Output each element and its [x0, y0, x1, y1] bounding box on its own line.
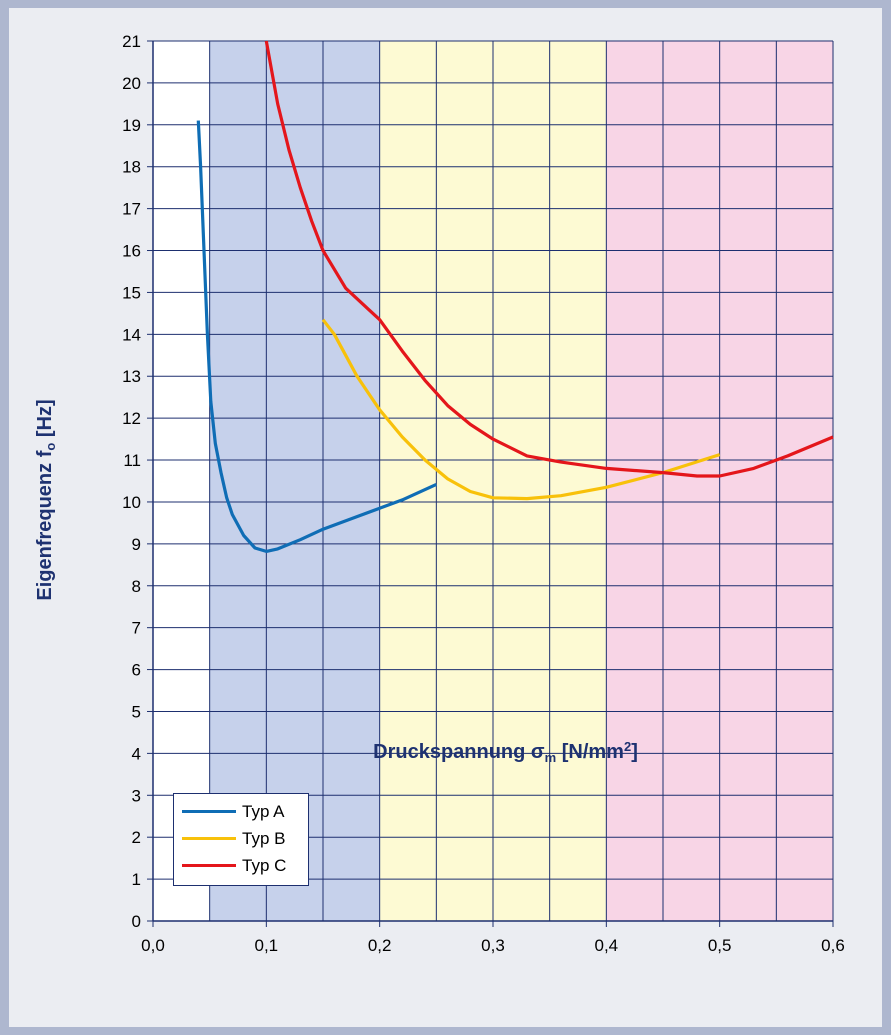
- series-line-typ-c: [264, 40, 834, 478]
- y-tick-label-13: 13: [122, 367, 141, 386]
- x-tick-label-0,4: 0,4: [595, 936, 619, 955]
- y-tick-label-6: 6: [132, 661, 141, 680]
- band-0: [209, 41, 380, 921]
- y-tick-label-12: 12: [122, 409, 141, 428]
- x-tick-label-0,3: 0,3: [481, 936, 505, 955]
- y-tick-label-9: 9: [132, 535, 141, 554]
- y-tick-label-2: 2: [132, 828, 141, 847]
- y-axis-label-text: Eigenfrequenz f: [34, 450, 56, 601]
- x-axis-label-unit-post: ]: [631, 741, 638, 763]
- y-axis-label-unit: [Hz]: [34, 399, 56, 443]
- x-axis-label: Druckspannung σm [N/mm2]: [69, 739, 891, 765]
- y-tick-label-17: 17: [122, 200, 141, 219]
- y-tick-label-7: 7: [132, 619, 141, 638]
- legend-item-typ-b: Typ B: [182, 825, 308, 852]
- legend-swatch-typ-a: [182, 810, 236, 813]
- y-tick-label-11: 11: [123, 451, 141, 470]
- legend-label-typ-b: Typ B: [242, 828, 286, 848]
- y-tick-label-10: 10: [122, 493, 141, 512]
- y-tick-label-15: 15: [122, 283, 141, 302]
- legend: Typ A Typ B Typ C: [173, 793, 309, 886]
- y-tick-label-8: 8: [132, 577, 141, 596]
- y-tick-label-1: 1: [132, 870, 141, 889]
- y-tick-label-0: 0: [132, 912, 141, 931]
- x-tick-label-0,0: 0,0: [141, 936, 165, 955]
- legend-swatch-typ-b: [182, 837, 236, 840]
- x-axis-label-unit-pre: [N/mm: [556, 741, 624, 763]
- x-axis-label-superscript: 2: [623, 739, 632, 754]
- x-axis-label-subscript: m: [544, 750, 557, 765]
- x-tick-label-0,2: 0,2: [368, 936, 392, 955]
- legend-item-typ-a: Typ A: [182, 798, 308, 825]
- y-tick-label-20: 20: [122, 74, 141, 93]
- legend-label-typ-a: Typ A: [242, 801, 285, 821]
- legend-label-typ-c: Typ C: [242, 855, 287, 875]
- chart-frame: 0 1 2 3 4 5 6 7 8 9 10 11 12 13 14 15 16 17 18 19 20 21 0,0 0,1…: [9, 8, 882, 1027]
- x-tick-label-0,6: 0,6: [821, 936, 845, 955]
- y-tick-label-5: 5: [132, 702, 141, 721]
- legend-swatch-typ-c: [182, 864, 236, 867]
- x-tick-label-0,1: 0,1: [255, 936, 279, 955]
- series-line-typ-b: [321, 318, 721, 501]
- y-tick-label-14: 14: [122, 325, 141, 344]
- legend-item-typ-c: Typ C: [182, 852, 308, 879]
- y-tick-label-21: 21: [122, 32, 141, 51]
- y-tick-label-18: 18: [122, 158, 141, 177]
- y-axis-label-subscript: o: [43, 442, 58, 451]
- series-line-typ-a: [196, 120, 437, 553]
- y-axis-label: Eigenfrequenz fo [Hz]: [34, 399, 58, 600]
- y-tick-label-19: 19: [122, 116, 141, 135]
- y-tick-label-16: 16: [122, 242, 141, 261]
- x-axis-label-text: Druckspannung σ: [373, 741, 545, 763]
- y-tick-label-3: 3: [132, 786, 141, 805]
- y-tick-label-4: 4: [132, 744, 141, 763]
- x-tick-label-0,5: 0,5: [708, 936, 732, 955]
